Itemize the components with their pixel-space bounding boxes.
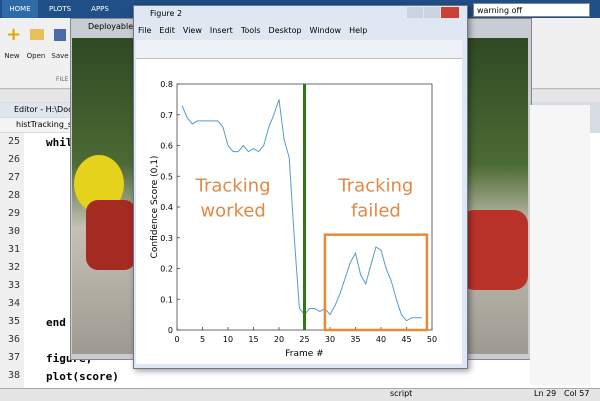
- tab[interactable]: PLOTS: [48, 5, 72, 13]
- status-col: Col 57: [564, 389, 590, 398]
- data-line: [181, 99, 422, 322]
- highlight-box: [323, 233, 429, 332]
- x-tick-label: 45: [401, 335, 411, 344]
- window-title: Deployable V: [88, 22, 142, 31]
- annotation: worked: [200, 201, 265, 222]
- x-tick-label: 10: [223, 335, 233, 344]
- menu-item[interactable]: Help: [349, 26, 368, 35]
- figure-toolbar: [136, 40, 462, 59]
- line-number: 34: [7, 298, 20, 309]
- line-number: 35: [7, 316, 20, 327]
- object: [86, 200, 136, 270]
- annotation: Tracking: [195, 176, 271, 197]
- menu-item[interactable]: Insert: [209, 26, 233, 35]
- figure-title: Figure 2: [150, 9, 183, 18]
- x-tick-label: 20: [274, 335, 284, 344]
- y-tick-label: 0.2: [160, 265, 173, 274]
- line-number: 31: [7, 244, 20, 255]
- x-tick-label: 50: [427, 335, 437, 344]
- x-tick-label: 15: [248, 335, 258, 344]
- button-label[interactable]: Save: [51, 52, 69, 60]
- line-number: 25: [7, 136, 20, 147]
- line-number: 30: [7, 226, 20, 237]
- section-label: FILE: [56, 76, 69, 83]
- line-number: 33: [7, 280, 20, 291]
- open-icon: [30, 29, 44, 40]
- x-axis-label: Frame #: [285, 349, 323, 359]
- search-box[interactable]: warning off: [473, 3, 590, 17]
- x-tick-label: 25: [299, 335, 309, 344]
- menu-item[interactable]: View: [182, 26, 202, 35]
- menu-item[interactable]: Tools: [240, 26, 261, 35]
- line-number: 26: [7, 154, 20, 165]
- line-number: 29: [7, 208, 20, 219]
- new-icon: +: [6, 24, 22, 45]
- line-number: 36: [7, 334, 20, 345]
- tab[interactable]: HOME: [2, 0, 38, 18]
- line-number: 38: [7, 370, 20, 381]
- line-number: 27: [7, 172, 20, 183]
- x-tick-label: 35: [350, 335, 360, 344]
- x-tick-label: 40: [376, 335, 386, 344]
- tab[interactable]: APPS: [91, 5, 109, 13]
- side-panel: [530, 105, 590, 385]
- line-number: 32: [7, 262, 20, 273]
- y-tick-label: 0.8: [160, 80, 173, 89]
- x-tick-label: 30: [325, 335, 335, 344]
- code-line: end: [46, 316, 66, 329]
- save-icon: [54, 29, 66, 41]
- line-number: 28: [7, 190, 20, 201]
- code-line: plot(score): [46, 370, 119, 383]
- code-line: whil: [46, 136, 73, 149]
- x-tick-label: 5: [200, 335, 205, 344]
- menu-bar: File Edit View Insert Tools Desktop Window Help: [138, 26, 458, 35]
- y-axis-label: Confidence Score (0,1): [150, 156, 160, 259]
- menu-item[interactable]: File: [138, 26, 152, 35]
- status-bar: [0, 388, 600, 401]
- button-label[interactable]: New: [4, 52, 20, 60]
- x-tick-label: 0: [174, 335, 179, 344]
- menu-item[interactable]: Edit: [159, 26, 175, 35]
- y-tick-label: 0.7: [160, 111, 173, 120]
- button-label[interactable]: Open: [26, 52, 46, 60]
- menu-item[interactable]: Desktop: [268, 26, 302, 35]
- y-tick-label: 0.4: [160, 203, 173, 212]
- gutter: [0, 133, 24, 388]
- object: [460, 210, 528, 290]
- status-line: Ln 29: [534, 389, 557, 398]
- annotation: failed: [351, 201, 401, 222]
- menu-item[interactable]: Window: [309, 26, 342, 35]
- y-tick-label: 0.5: [160, 172, 173, 181]
- y-tick-label: 0: [168, 326, 173, 335]
- window-controls: [407, 7, 461, 19]
- y-tick-label: 0.6: [160, 142, 173, 151]
- line-number: 37: [7, 352, 20, 363]
- status-mode: script: [390, 389, 413, 398]
- y-tick-label: 0.1: [160, 295, 173, 304]
- y-tick-label: 0.3: [160, 234, 173, 243]
- annotation: Tracking: [337, 176, 413, 197]
